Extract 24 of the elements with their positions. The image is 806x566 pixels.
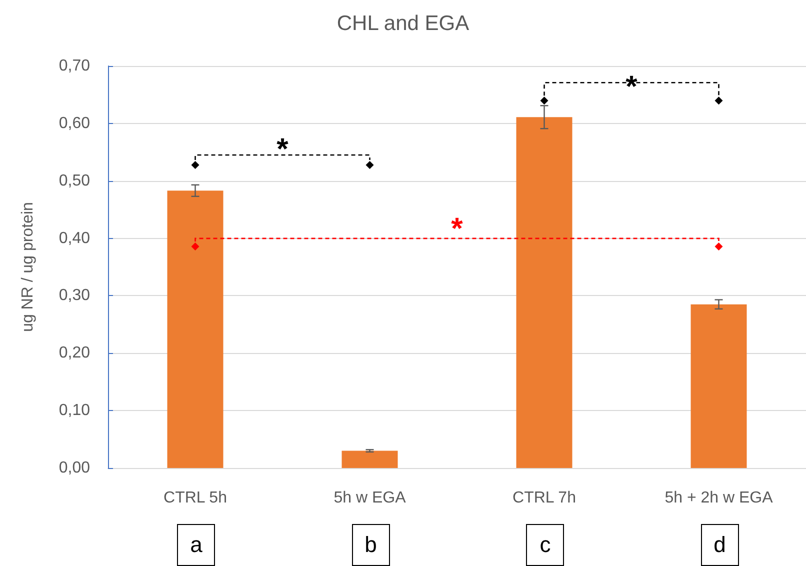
x-tick-label: 5h w EGA [334,490,406,506]
text: d [700,524,739,566]
text: c [526,524,564,566]
text: b [352,524,390,566]
text: a [177,524,216,566]
bar [342,450,398,468]
x-tick-label: CTRL 7h [512,490,576,506]
chart-title: CHL and EGA [336,12,470,35]
y-tick-label: 0,00 [58,460,90,476]
annotation: * [276,133,289,166]
bar [167,190,224,468]
bar [690,304,747,468]
y-tick-label: 0,60 [58,114,90,132]
y-axis-title: ug NR / ug protein [20,202,36,332]
x-tick-label: 5h + 2h w EGA [664,490,774,506]
bar [516,117,572,468]
y-tick-label: 0,10 [58,402,90,420]
x-tick-label: CTRL 5h [164,490,227,506]
y-tick-label: 0,50 [58,172,90,190]
y-tick-label: 0,20 [58,344,90,362]
y-tick-label: 0,70 [58,58,90,74]
y-tick-label: 0,40 [58,230,90,247]
y-tick-label: 0,30 [58,287,90,304]
annotation: * [451,212,464,246]
